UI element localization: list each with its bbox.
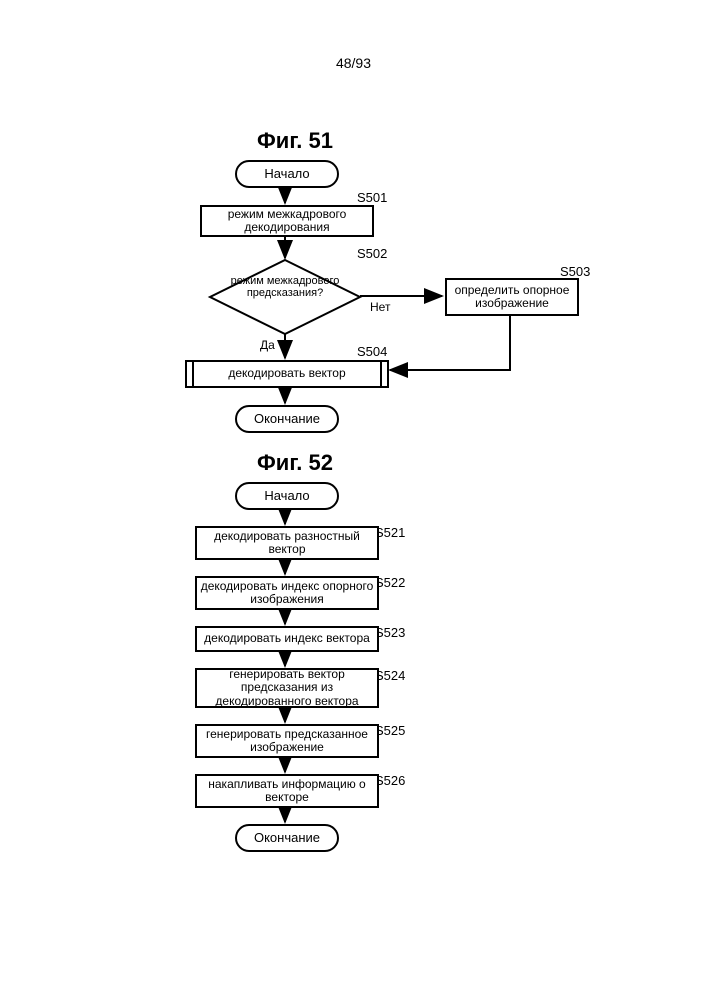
fig52-s522: декодировать индекс опорного изображения <box>195 576 379 610</box>
fig52-s523: декодировать индекс вектора <box>195 626 379 652</box>
fig52-s521-label: S521 <box>375 525 405 540</box>
fig52-s521: декодировать разностный вектор <box>195 526 379 560</box>
fig52-s524-label: S524 <box>375 668 405 683</box>
fig52-s522-label: S522 <box>375 575 405 590</box>
fig52-start: Начало <box>235 482 339 510</box>
fig52-end: Окончание <box>235 824 339 852</box>
fig52-arrows <box>0 0 707 1000</box>
fig52-s526-label: S526 <box>375 773 405 788</box>
fig52-s524: генерировать вектор предсказания из деко… <box>195 668 379 708</box>
fig52-s526: накапливать информацию о векторе <box>195 774 379 808</box>
fig52-s523-label: S523 <box>375 625 405 640</box>
fig52-s525-label: S525 <box>375 723 405 738</box>
fig52-s525: генерировать предсказанное изображение <box>195 724 379 758</box>
